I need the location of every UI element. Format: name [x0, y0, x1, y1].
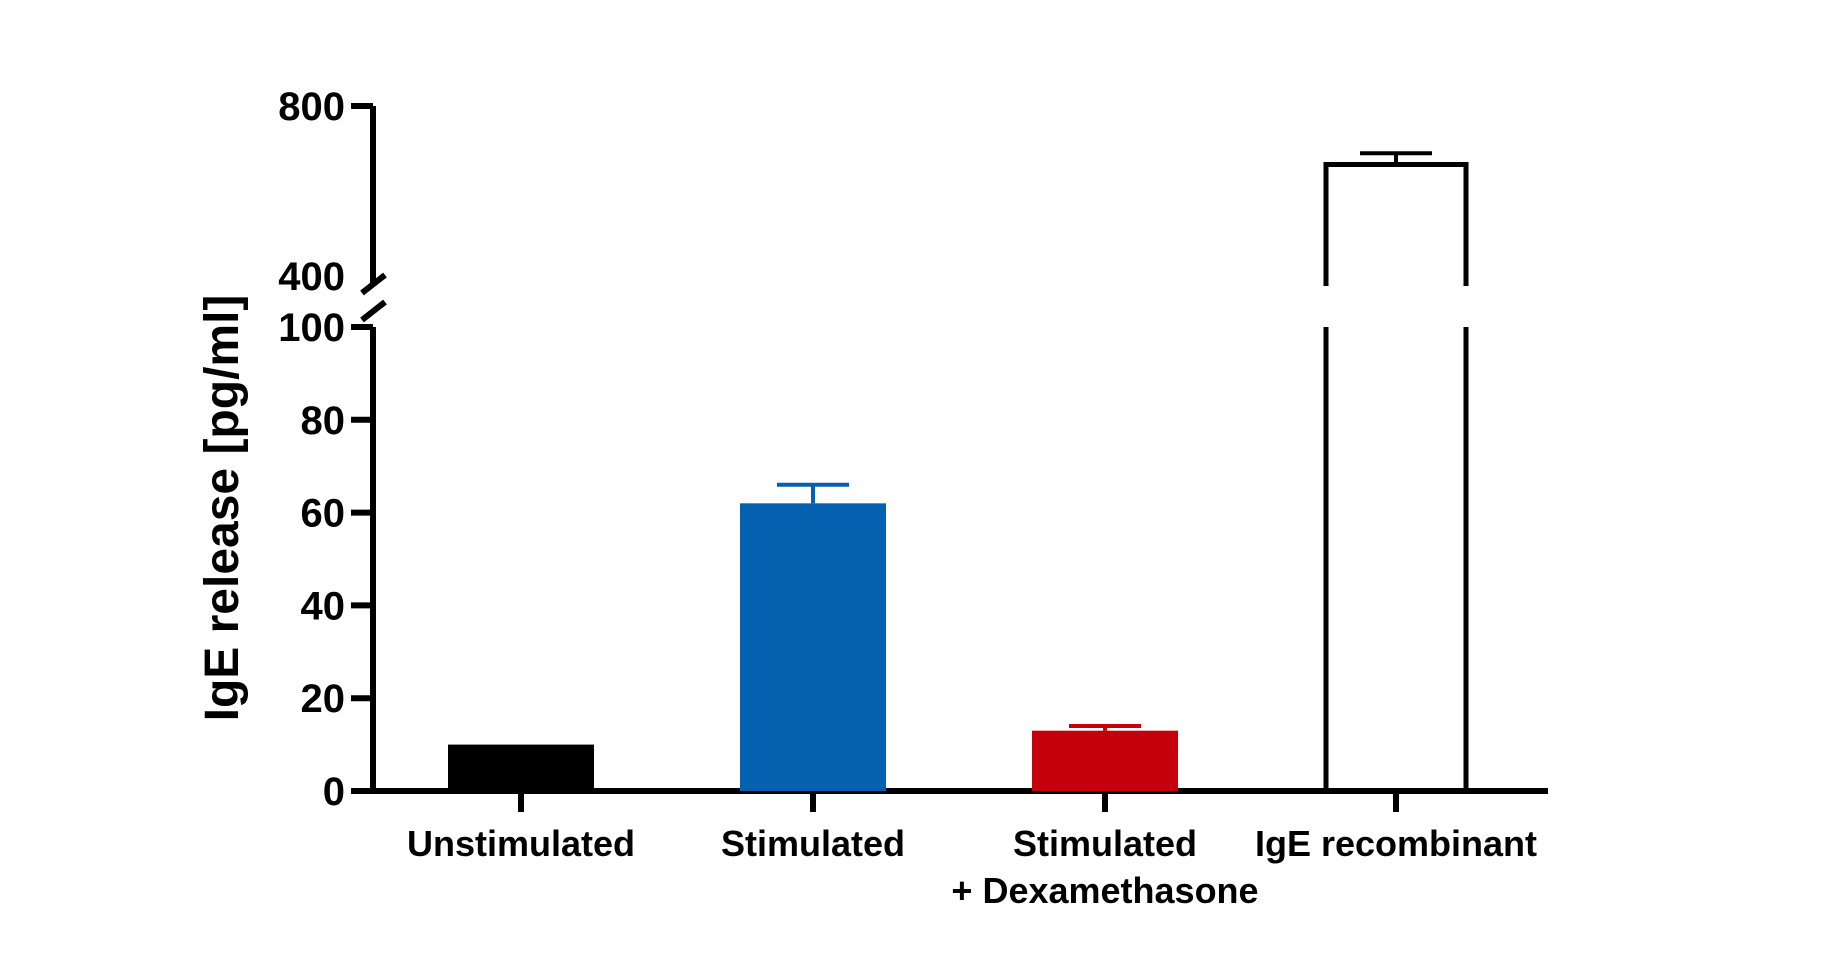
x-axis	[370, 788, 1548, 812]
y-axis-break-mark	[360, 272, 387, 296]
x-tick-label: Unstimulated	[407, 823, 635, 864]
bar	[1323, 162, 1469, 791]
x-tick-label: Stimulated	[1013, 823, 1197, 864]
y-tick-label: 60	[301, 492, 346, 536]
y-tick-label: 20	[301, 677, 346, 721]
bar	[1032, 730, 1178, 791]
y-axis: 0 20 40 60 80 100 400 800	[278, 85, 387, 814]
bar	[740, 503, 886, 791]
x-tick-label: Stimulated	[721, 823, 905, 864]
x-tick-label: + Dexamethasone	[951, 870, 1258, 911]
y-tick-label: 0	[323, 770, 345, 814]
y-axis-label: IgE release [pg/ml]	[196, 295, 249, 722]
y-axis-break-mark	[360, 299, 387, 323]
bars	[448, 151, 1469, 791]
bar	[448, 744, 594, 791]
y-tick-label: 100	[278, 306, 345, 350]
y-tick-label: 800	[278, 85, 345, 129]
y-tick-label: 40	[301, 584, 346, 628]
y-tick-label: 80	[301, 399, 346, 443]
y-tick-label: 400	[278, 255, 345, 299]
labels: Unstimulated Stimulated Stimulated + Dexame…	[407, 823, 1537, 911]
x-tick-label: IgE recombinant	[1255, 823, 1537, 864]
